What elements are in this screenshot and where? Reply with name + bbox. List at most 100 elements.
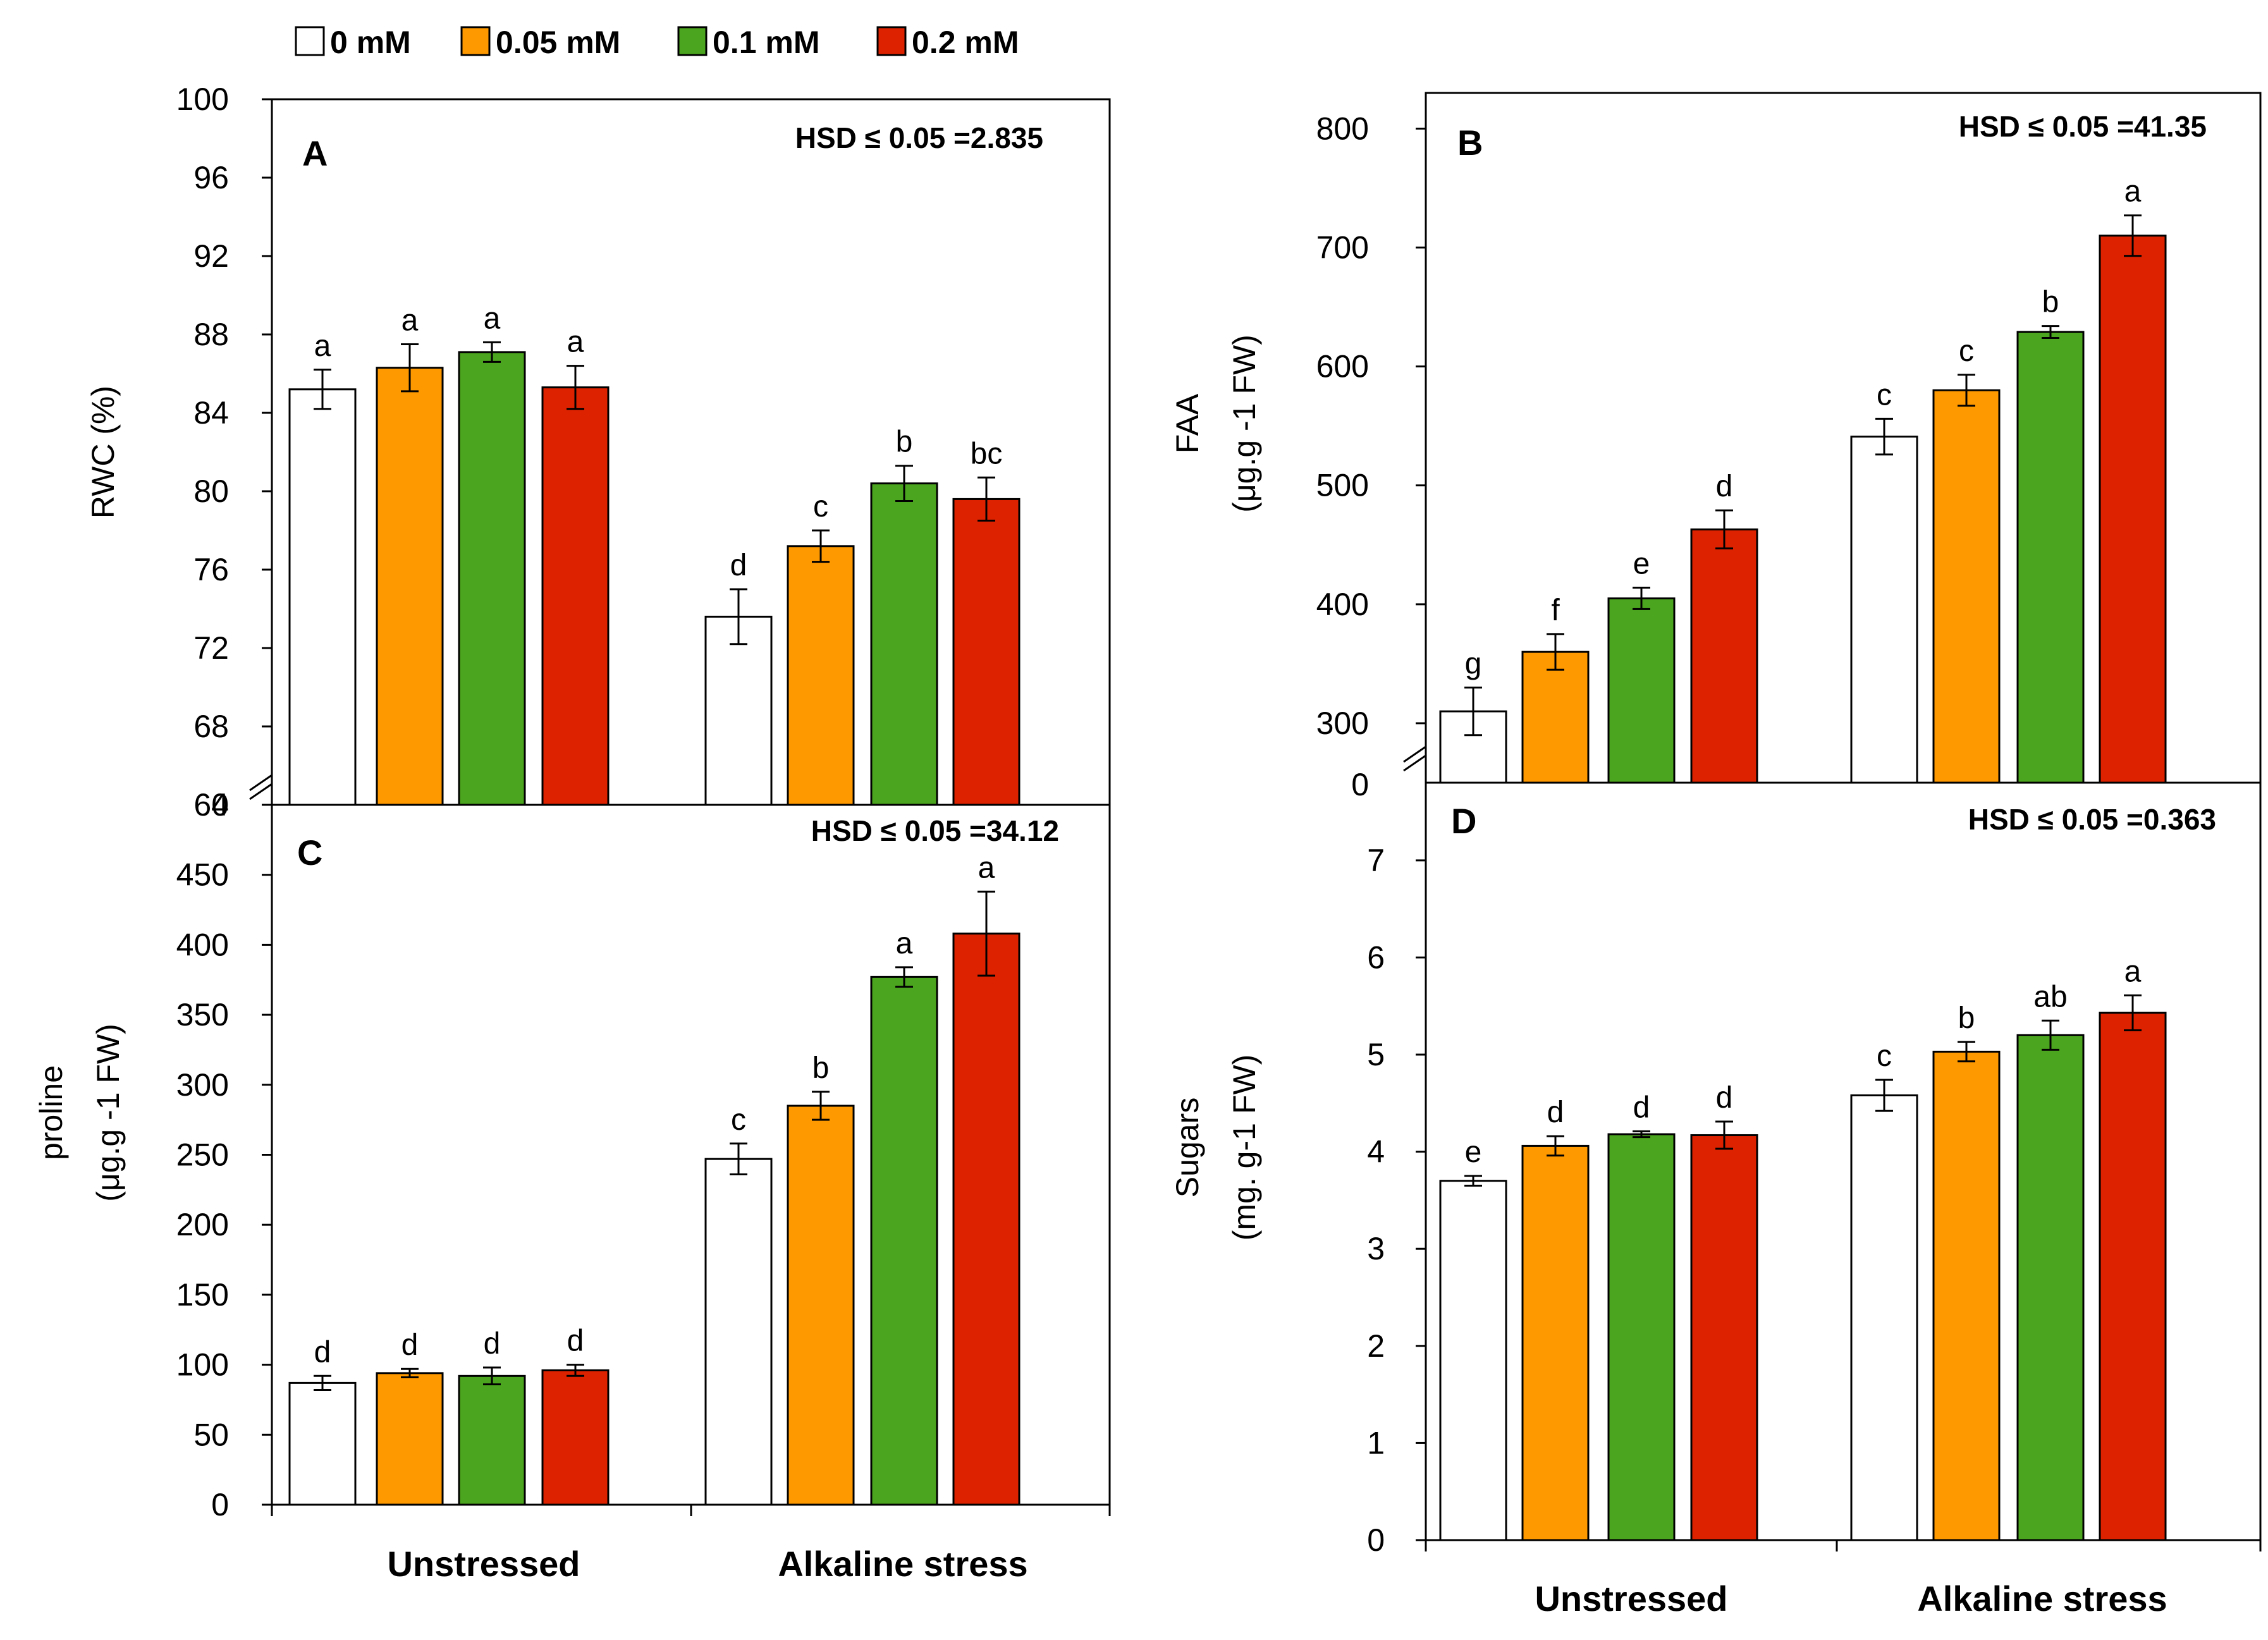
bar <box>1607 1133 1676 1541</box>
significance-letter: b <box>896 425 913 459</box>
panel-a: A HSD ≤ 0.05 =2.835 RWC (%) 64 68 72 76 80 84… <box>85 82 1111 823</box>
significance-letter: c <box>1877 378 1892 412</box>
y-tick-label: 68 <box>193 709 229 744</box>
y-tick-label: 400 <box>176 927 229 962</box>
bar <box>1850 1094 1918 1541</box>
legend-item-005mm: 0.05 mM <box>460 25 620 60</box>
y-tick-label: 72 <box>193 630 229 666</box>
y-tick-label: 300 <box>176 1067 229 1103</box>
significance-letter: a <box>567 326 584 359</box>
panel-a-axis-break <box>249 774 273 800</box>
panel-c-hsd: HSD ≤ 0.05 =34.12 <box>811 814 1059 847</box>
panel-a-hsd: HSD ≤ 0.05 =2.835 <box>795 121 1043 154</box>
bar <box>1521 1144 1590 1541</box>
panel-b-ylabel-line1: FAA <box>1170 393 1205 453</box>
bar <box>704 1158 773 1506</box>
significance-letter: a <box>401 304 419 338</box>
y-tick-label: 500 <box>1316 468 1369 503</box>
significance-letter: ab <box>2033 980 2067 1013</box>
panel-c: C HSD ≤ 0.05 =34.12 proline (μg.g -1 FW)… <box>34 804 1111 1584</box>
significance-letter: g <box>1465 647 1482 681</box>
significance-letter: d <box>1633 1091 1650 1124</box>
legend-swatch-01mm <box>677 26 708 56</box>
bar <box>288 1381 357 1506</box>
panel-a-zero-tick: 0 <box>211 787 229 823</box>
y-tick-label: 700 <box>1316 230 1369 266</box>
panel-b-hsd: HSD ≤ 0.05 =41.35 <box>1959 110 2207 143</box>
significance-letter: a <box>2124 175 2142 209</box>
panel-c-xcat-alkaline: Alkaline stress <box>778 1544 1027 1584</box>
significance-letter: d <box>1547 1096 1564 1129</box>
panel-a-label: A <box>302 133 328 173</box>
y-tick-label: 76 <box>193 552 229 587</box>
legend: 0 mM 0.05 mM 0.1 mM 0.2 mM <box>295 25 1019 60</box>
panel-d-label: D <box>1451 801 1476 841</box>
bar <box>870 976 938 1506</box>
panel-d-yticks: 0 1 2 3 4 5 6 7 <box>1367 843 1426 1558</box>
bar <box>1607 597 1676 784</box>
bar <box>2016 331 2085 784</box>
significance-letter: a <box>896 927 913 960</box>
panel-b-yticks: 300 400 500 600 700 800 <box>1316 111 1426 741</box>
panel-d-frame <box>1425 781 2262 1541</box>
y-tick-label: 800 <box>1316 111 1369 146</box>
y-tick-label: 96 <box>193 160 229 195</box>
significance-letter: f <box>1551 594 1560 627</box>
y-tick-label: 88 <box>193 317 229 352</box>
panel-d-xcat-alkaline: Alkaline stress <box>1917 1579 2167 1619</box>
significance-letter: d <box>1716 1081 1733 1115</box>
bar <box>952 498 1021 806</box>
bar <box>376 1372 444 1506</box>
bar <box>1439 1180 1507 1541</box>
y-tick-label: 450 <box>176 857 229 893</box>
panel-d-ylabel-line1: Sugars <box>1170 1098 1205 1197</box>
bar <box>458 351 526 806</box>
bar <box>1521 651 1590 784</box>
panel-b-ylabel-line2: (μg.g -1 FW) <box>1227 334 1262 513</box>
legend-swatch-0mm <box>295 26 325 56</box>
panel-a-bars: a d a c a b a bc <box>288 302 1021 806</box>
panel-b-label: B <box>1457 123 1483 162</box>
axis-break-mark <box>1403 754 1426 772</box>
y-tick-label: 3 <box>1367 1231 1385 1266</box>
panel-d-xcat-unstressed: Unstressed <box>1535 1579 1727 1619</box>
legend-swatch-02mm <box>876 26 907 56</box>
bar <box>288 388 357 806</box>
y-tick-label: 1 <box>1367 1425 1385 1460</box>
bar <box>541 1369 610 1506</box>
panel-d-ylabel-line2: (mg. g-1 FW) <box>1227 1055 1262 1240</box>
legend-item-0mm: 0 mM <box>295 25 411 60</box>
bar <box>541 386 610 806</box>
y-tick-label: 0 <box>211 1487 229 1522</box>
bar <box>2016 1034 2085 1541</box>
bar <box>1932 389 2001 784</box>
bar <box>952 933 1021 1506</box>
panel-b-bars: g c f c e b d a <box>1439 175 2167 784</box>
y-tick-label: 200 <box>176 1207 229 1242</box>
significance-letter: d <box>401 1328 419 1362</box>
panel-b-zero-tick: 0 <box>1351 767 1369 802</box>
y-tick-label: 600 <box>1316 349 1369 384</box>
axis-break-mark <box>1403 745 1426 763</box>
panel-c-xcat-unstressed: Unstressed <box>387 1544 580 1584</box>
significance-letter: d <box>1716 470 1733 503</box>
y-tick-label: 80 <box>193 474 229 509</box>
y-tick-label: 300 <box>1316 706 1369 741</box>
legend-label-01mm: 0.1 mM <box>713 25 820 60</box>
bar <box>870 482 938 806</box>
significance-letter: b <box>1958 1001 1975 1035</box>
y-tick-label: 64 <box>193 787 229 823</box>
significance-letter: b <box>2042 286 2059 319</box>
y-tick-label: 100 <box>176 82 229 117</box>
significance-letter: a <box>484 302 501 335</box>
legend-label-02mm: 0.2 mM <box>912 25 1019 60</box>
panel-c-yticks: 0 50 100 150 200 250 300 350 400 450 <box>176 857 272 1522</box>
y-tick-label: 150 <box>176 1277 229 1313</box>
panel-d-hsd: HSD ≤ 0.05 =0.363 <box>1968 803 2216 836</box>
axis-break-mark <box>249 783 273 800</box>
legend-swatch-005mm <box>460 26 491 56</box>
bar <box>1690 528 1758 784</box>
significance-letter: e <box>1465 1135 1482 1169</box>
panel-b: B HSD ≤ 0.05 =41.35 FAA (μg.g -1 FW) 300… <box>1170 92 2262 802</box>
